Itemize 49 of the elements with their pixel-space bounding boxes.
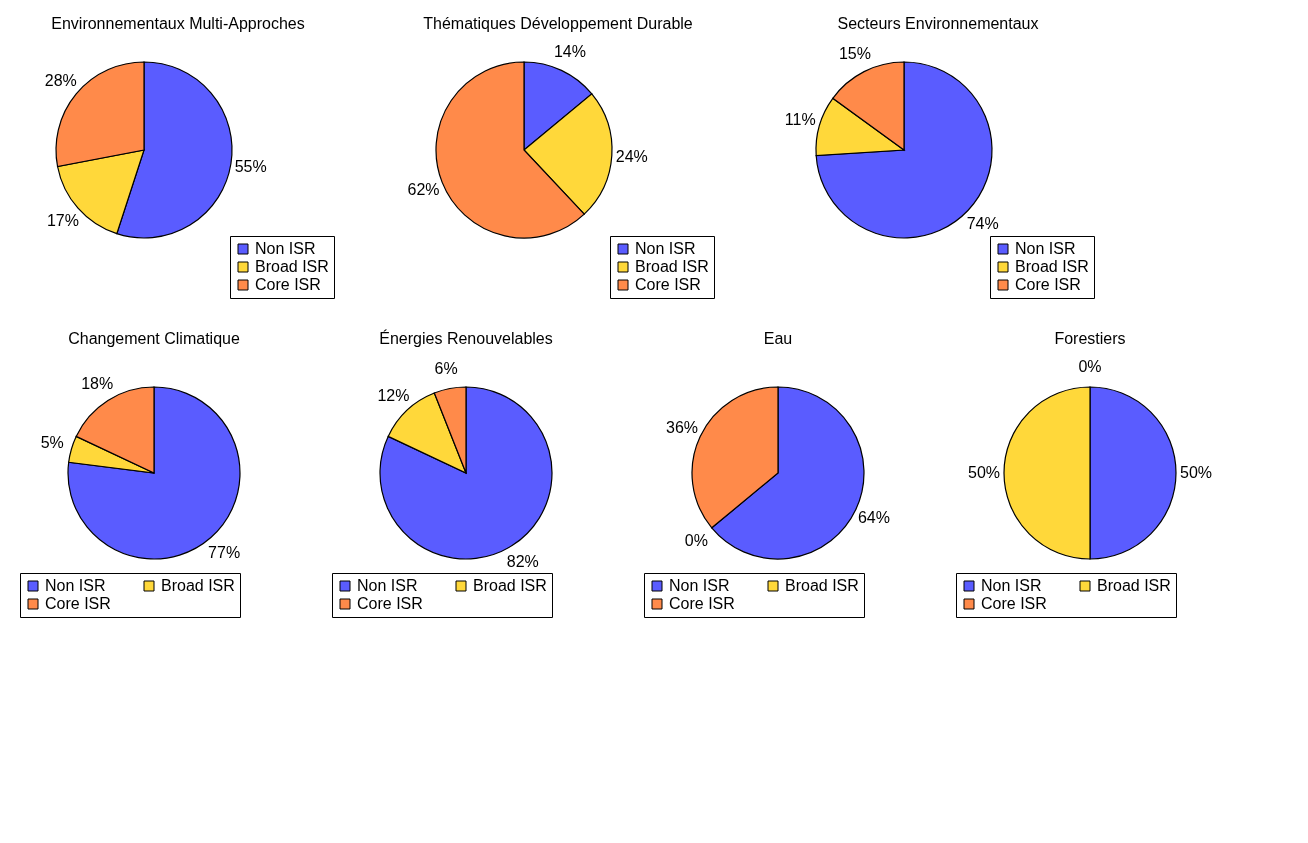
legend-label: Non ISR	[669, 577, 730, 594]
chart-title: Thématiques Développement Durable	[423, 15, 693, 32]
chart-title: Énergies Renouvelables	[379, 329, 553, 347]
data-label: 55%	[234, 157, 267, 175]
data-label: 12%	[377, 386, 410, 404]
chart-title: Secteurs Environnementaux	[837, 15, 1039, 32]
legend-label: Core ISR	[45, 595, 111, 612]
text: 0%	[684, 531, 708, 549]
data-label: 28%	[44, 72, 77, 90]
data-label: 5%	[40, 434, 64, 452]
legend-label: Core ISR	[357, 595, 423, 612]
chart-title: Forestiers	[1054, 330, 1126, 347]
chart-title: Changement Climatique	[68, 330, 240, 347]
data-label: 82%	[506, 553, 539, 571]
legend-label: Non ISR	[635, 240, 696, 257]
data-label: 74%	[966, 214, 999, 232]
legend-label: Core ISR	[981, 595, 1047, 612]
legend-label: Broad ISR	[473, 577, 547, 594]
legend-label: Core ISR	[255, 276, 321, 293]
chart-title: Environnementaux Multi-Approches	[51, 15, 305, 32]
data-label: 50%	[967, 464, 1001, 481]
legend-label: Non ISR	[981, 577, 1042, 594]
data-label: 17%	[46, 212, 79, 230]
legend-label: Broad ISR	[785, 577, 859, 594]
legend-label: Non ISR	[1015, 240, 1076, 257]
data-label: 15%	[838, 44, 871, 62]
data-label: 14%	[553, 43, 586, 61]
data-label: 50%	[1179, 464, 1213, 481]
text: 0%	[1078, 358, 1102, 375]
legend-label: Non ISR	[357, 577, 418, 594]
data-label: 36%	[666, 418, 699, 436]
legend-label: Non ISR	[255, 240, 316, 257]
legend-label: Broad ISR	[635, 258, 709, 275]
legend-label: Core ISR	[635, 276, 701, 293]
legend-label: Broad ISR	[1015, 258, 1089, 275]
data-label: 18%	[81, 374, 114, 392]
legend-label: Broad ISR	[255, 258, 329, 275]
legend-label: Core ISR	[1015, 276, 1081, 293]
data-label: 6%	[434, 359, 458, 377]
data-label: 62%	[407, 180, 440, 198]
legend-label: Broad ISR	[161, 577, 235, 594]
data-label: 77%	[208, 543, 241, 561]
data-label: 64%	[857, 509, 890, 527]
legend-label: Broad ISR	[1097, 577, 1171, 594]
data-label: 24%	[615, 147, 648, 165]
data-label: 11%	[784, 110, 816, 128]
legend-label: Non ISR	[45, 577, 106, 594]
legend-label: Core ISR	[669, 595, 735, 612]
chart-title: Eau	[763, 330, 793, 347]
